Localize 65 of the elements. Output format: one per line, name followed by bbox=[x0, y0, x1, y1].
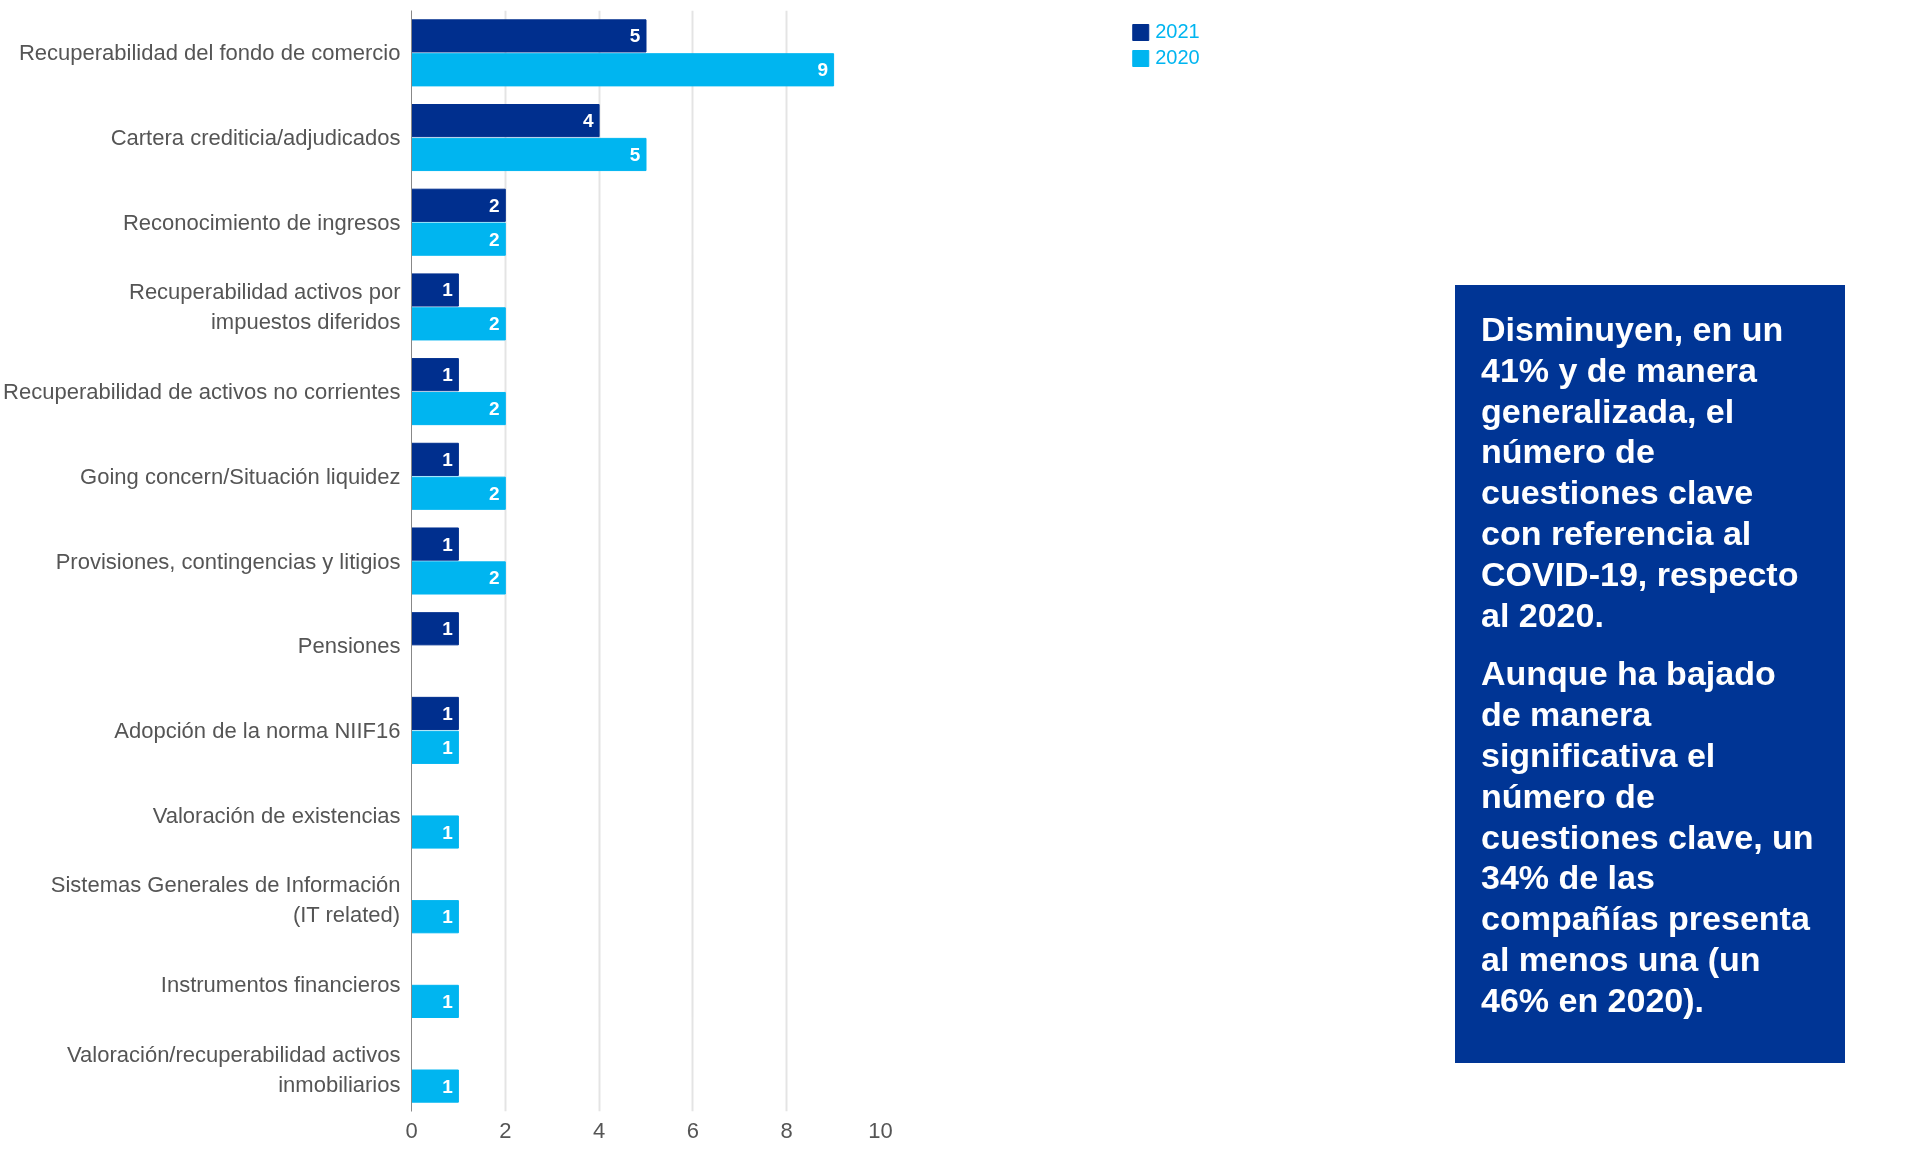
data-label: 1 bbox=[442, 364, 454, 386]
data-label: 2 bbox=[489, 482, 500, 504]
x-tick-label: 10 bbox=[868, 1117, 893, 1143]
data-label: 2 bbox=[489, 194, 500, 216]
legend-label: 2020 bbox=[1155, 46, 1200, 69]
data-label: 1 bbox=[442, 279, 454, 301]
y-tick-label: Instrumentos financieros bbox=[160, 971, 401, 997]
data-label: 1 bbox=[442, 1075, 454, 1097]
y-tick-label: Pensiones bbox=[297, 633, 401, 659]
y-tick-label: Valoración/recuperabilidad activos inmobiliarios bbox=[67, 1041, 401, 1097]
y-tick-label: Sistemas Generales de Información (IT related) bbox=[50, 872, 401, 928]
data-label: 1 bbox=[442, 990, 454, 1012]
data-label: 5 bbox=[629, 143, 641, 165]
bar bbox=[411, 19, 647, 53]
x-tick-label: 0 bbox=[405, 1117, 418, 1143]
data-label: 5 bbox=[629, 25, 641, 47]
bar bbox=[411, 53, 835, 87]
bar bbox=[411, 527, 459, 561]
data-label: 1 bbox=[442, 736, 454, 758]
bar bbox=[411, 137, 647, 172]
y-tick-label: Going concern/Situación liquidez bbox=[80, 463, 401, 489]
bar bbox=[411, 815, 459, 849]
bar bbox=[411, 612, 459, 646]
data-label: 1 bbox=[442, 533, 454, 555]
bar bbox=[411, 900, 459, 934]
bar bbox=[411, 730, 459, 764]
data-label: 2 bbox=[489, 228, 500, 250]
bar bbox=[411, 307, 506, 341]
text: Disminuyen, en un 41% y de manera generalizada, el número de cuestiones clave con referencia al COVID-19, respecto al 2020. bbox=[1481, 309, 1800, 636]
data-label: 2 bbox=[489, 313, 500, 335]
y-tick-label: Reconocimiento de ingresos bbox=[122, 209, 401, 235]
data-label: 2 bbox=[489, 398, 500, 420]
y-tick-label: Cartera crediticia/adjudicados bbox=[110, 125, 401, 151]
y-tick-label: Valoración de existencias bbox=[152, 802, 401, 828]
y-tick-label: Recuperabilidad del fondo de comercio bbox=[18, 40, 401, 66]
y-tick-label: Provisiones, contingencias y litigios bbox=[55, 548, 401, 574]
data-label: 2 bbox=[489, 567, 500, 589]
data-label: 1 bbox=[442, 618, 454, 640]
bar bbox=[411, 476, 506, 510]
bar bbox=[411, 696, 459, 731]
x-tick-label: 6 bbox=[686, 1117, 700, 1143]
text: Aunque ha bajado de manera significativa el número de cuestiones clave, un 34% de las compañías presenta al menos una (un 46% en 2020). bbox=[1481, 654, 1814, 1019]
bar bbox=[411, 222, 506, 256]
x-tick-label: 2 bbox=[499, 1117, 512, 1143]
y-tick-label: Recuperabilidad de activos no corrientes bbox=[3, 379, 401, 405]
data-label: 1 bbox=[442, 906, 454, 928]
bar bbox=[411, 391, 506, 426]
bar bbox=[411, 273, 459, 307]
data-label: 9 bbox=[817, 59, 828, 81]
data-label: 1 bbox=[442, 821, 454, 843]
y-tick-label: Adopción de la norma NIIF16 bbox=[114, 717, 401, 743]
data-label: 1 bbox=[442, 448, 454, 470]
legend-label: 2021 bbox=[1155, 20, 1200, 43]
x-tick-label: 4 bbox=[592, 1117, 606, 1143]
bar bbox=[411, 1069, 459, 1103]
bar bbox=[411, 442, 459, 476]
data-label: 1 bbox=[442, 702, 454, 724]
y-tick-label: Recuperabilidad activos por impuestos diferidos bbox=[129, 279, 401, 335]
bar bbox=[411, 188, 506, 222]
x-tick-label: 8 bbox=[780, 1117, 793, 1143]
bar bbox=[411, 104, 600, 138]
bar bbox=[411, 984, 459, 1018]
bar bbox=[411, 561, 506, 595]
data-label: 4 bbox=[582, 110, 594, 132]
bar bbox=[411, 358, 459, 392]
